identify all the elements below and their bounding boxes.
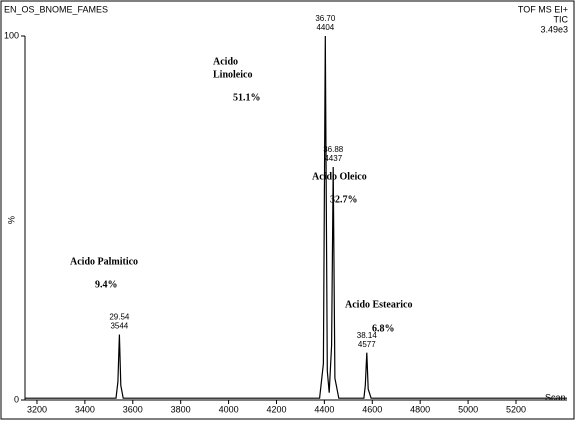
peak-area: 32.7% — [330, 194, 358, 205]
y-axis-label: % — [6, 216, 16, 224]
peak-scan: 4437 — [324, 154, 342, 163]
peak-name: Acido Palmitico — [70, 256, 138, 267]
peak-scan: 3544 — [110, 322, 128, 331]
peak-area: 9.4% — [95, 279, 118, 290]
peak-area: 51.1% — [233, 92, 261, 103]
y-tick-label: 0 — [14, 394, 19, 404]
x-tick-label: 3600 — [123, 404, 143, 414]
x-tick-label: 3400 — [75, 404, 95, 414]
peak-name: Linoleico — [213, 69, 252, 80]
x-tick-label: 5200 — [506, 404, 526, 414]
x-tick-label: 4800 — [410, 404, 430, 414]
instrument: TIC — [554, 14, 569, 24]
peak-scan: 4404 — [316, 23, 334, 32]
x-tick-label: 3800 — [171, 404, 191, 414]
peak-name: Acido — [213, 56, 238, 67]
x-tick-label: 4600 — [362, 404, 382, 414]
x-tick-label: 4400 — [314, 404, 334, 414]
instrument: TOF MS EI+ — [518, 4, 568, 14]
x-axis-label: Scan — [545, 392, 566, 402]
x-tick-label: 4000 — [219, 404, 239, 414]
peak-area: 6.8% — [372, 323, 395, 334]
x-tick-label: 5000 — [458, 404, 478, 414]
x-tick-label: 3200 — [27, 404, 47, 414]
peak-rt: 36.88 — [323, 145, 344, 154]
peak-name: Acido Estearico — [345, 299, 413, 310]
x-tick-label: 4200 — [266, 404, 286, 414]
peak-rt: 38.14 — [357, 331, 378, 340]
peak-scan: 4577 — [358, 340, 376, 349]
peak-rt: 36.70 — [315, 14, 336, 23]
y-tick-label: 100 — [4, 30, 19, 40]
trace — [25, 35, 567, 399]
chart-title: EN_OS_BNOME_FAMES — [4, 4, 108, 14]
peak-rt: 29.54 — [109, 313, 130, 322]
peak-name: Acido Oleico — [312, 171, 367, 182]
instrument: 3.49e3 — [540, 24, 568, 34]
